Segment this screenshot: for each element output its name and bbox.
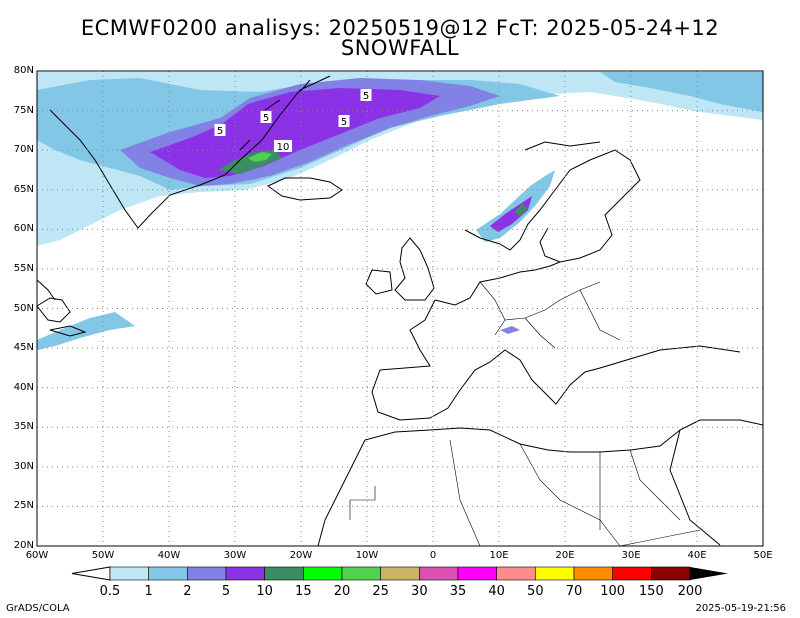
scandinavia-coast xyxy=(464,141,641,263)
latitude-tick-label: 20N xyxy=(13,540,34,551)
colorbar-label: 70 xyxy=(565,584,583,599)
colorbar-label: 2 xyxy=(183,584,192,599)
colorbar-swatch xyxy=(535,566,575,581)
footer-credit: GrADS/COLA xyxy=(6,603,70,614)
latitude-tick-label: 40N xyxy=(13,381,34,393)
longitude-tick-label: 40W xyxy=(157,550,181,561)
longitude-tick-label: 30W xyxy=(223,550,247,561)
colorbar-swatch xyxy=(573,566,613,581)
colorbar-label: 30 xyxy=(411,584,428,599)
contour-labels: 5 5 5 5 10 xyxy=(214,89,372,153)
colorbar-swatch xyxy=(651,566,691,581)
snow-area-alps xyxy=(500,326,520,334)
latitude-tick-label: 30N xyxy=(13,460,34,472)
colorbar-label: 100 xyxy=(600,584,626,599)
contour-label: 5 xyxy=(360,89,372,102)
footer-timestamp: 2025-05-19-21:56 xyxy=(695,603,786,614)
colorbar-swatch xyxy=(109,566,149,581)
contour-label-bg xyxy=(274,140,292,152)
longitude-tick-label: 30E xyxy=(621,550,641,561)
contour-label: 5 xyxy=(338,115,350,128)
longitude-tick-label: 10W xyxy=(355,550,379,561)
contour-label-bg xyxy=(338,115,350,127)
colorbar-label: 10 xyxy=(256,584,273,599)
map-subtitle: SNOWFALL xyxy=(340,36,460,60)
grid-lines xyxy=(37,71,763,546)
longitude-tick-label: 40E xyxy=(687,550,707,561)
colorbar-swatch xyxy=(148,566,188,581)
colorbar-swatch xyxy=(187,566,227,581)
contour-label-text: 5 xyxy=(263,113,269,124)
colorbar-high-arrow xyxy=(690,567,728,580)
latitude-tick-label: 65N xyxy=(13,183,34,195)
contour-label-bg xyxy=(360,89,372,101)
labrador-coast xyxy=(36,279,56,301)
mideast-coast xyxy=(669,419,764,546)
colorbar-label: 35 xyxy=(449,584,467,599)
map-frame xyxy=(36,70,764,547)
longitude-tick-label: 10E xyxy=(489,550,509,561)
colorbar-label: 5 xyxy=(221,584,231,599)
colorbar-swatch xyxy=(341,566,381,581)
contour-label-text: 5 xyxy=(217,126,223,137)
contour-label-bg xyxy=(260,111,272,123)
colorbar-label: 150 xyxy=(638,584,664,599)
colorbar-label: 1 xyxy=(144,584,153,599)
greenland-coast xyxy=(49,75,331,229)
north-africa-coast xyxy=(364,419,701,453)
snow-area-green xyxy=(248,152,272,162)
country-borders xyxy=(349,281,701,547)
west-africa-coast xyxy=(317,439,366,547)
longitude-tick-label: 50E xyxy=(753,550,773,561)
colorbar xyxy=(71,566,728,581)
snow-area-norway-green xyxy=(514,204,528,216)
colorbar-swatch xyxy=(496,566,536,581)
latitude-tick-label: 55N xyxy=(13,262,34,274)
colorbar-swatch xyxy=(264,566,304,581)
colorbar-swatch xyxy=(419,566,459,581)
colorbar-label: 0.5 xyxy=(99,584,121,599)
contour-label-bg xyxy=(214,124,226,136)
latitude-tick-label: 75N xyxy=(13,104,34,116)
colorbar-label: 50 xyxy=(527,584,544,599)
colorbar-swatch xyxy=(380,566,420,581)
colorbar-label: 40 xyxy=(488,584,505,599)
longitude-tick-label: 50W xyxy=(91,550,115,561)
latitude-tick-label: 35N xyxy=(13,421,34,433)
latitude-tick-label: 70N xyxy=(13,144,34,156)
longitude-tick-label: 0 xyxy=(429,550,437,561)
latitude-tick-label: 50N xyxy=(13,302,34,314)
colorbar-swatch xyxy=(225,566,265,581)
contour-label-text: 10 xyxy=(277,142,290,153)
coastlines xyxy=(36,75,764,547)
border-lines xyxy=(349,281,701,547)
europe-coast xyxy=(371,261,741,421)
longitude-tick-label: 60W xyxy=(25,550,49,561)
latitude-tick-label: 25N xyxy=(13,500,34,512)
colorbar-low-arrow xyxy=(71,566,111,581)
contour-label: 10 xyxy=(274,140,292,153)
latitude-tick-label: 60N xyxy=(13,223,34,235)
contour-label-text: 5 xyxy=(341,117,347,128)
snow-area-blue-northeast xyxy=(600,72,763,112)
colorbar-swatch xyxy=(612,566,652,581)
snow-area-newfoundland xyxy=(37,312,135,350)
newfoundland-coast xyxy=(36,297,87,337)
map-title: ECMWF0200 analisys: 20250519@12 FcT: 202… xyxy=(80,16,720,40)
latitude-tick-label: 45N xyxy=(13,342,34,354)
colorbar-swatch xyxy=(303,566,343,581)
contour-label: 5 xyxy=(214,124,226,137)
colorbar-label: 20 xyxy=(333,584,351,599)
colorbar-label: 200 xyxy=(677,584,703,599)
contour-label: 5 xyxy=(260,111,272,124)
colorbar-swatch xyxy=(457,566,497,581)
colorbar-label: 25 xyxy=(372,584,389,599)
contour-label-text: 5 xyxy=(363,91,369,102)
longitude-tick-label: 20W xyxy=(289,550,313,561)
colorbar-label: 15 xyxy=(295,584,312,599)
latitude-tick-label: 80N xyxy=(13,65,34,76)
longitude-tick-label: 20E xyxy=(555,550,575,561)
